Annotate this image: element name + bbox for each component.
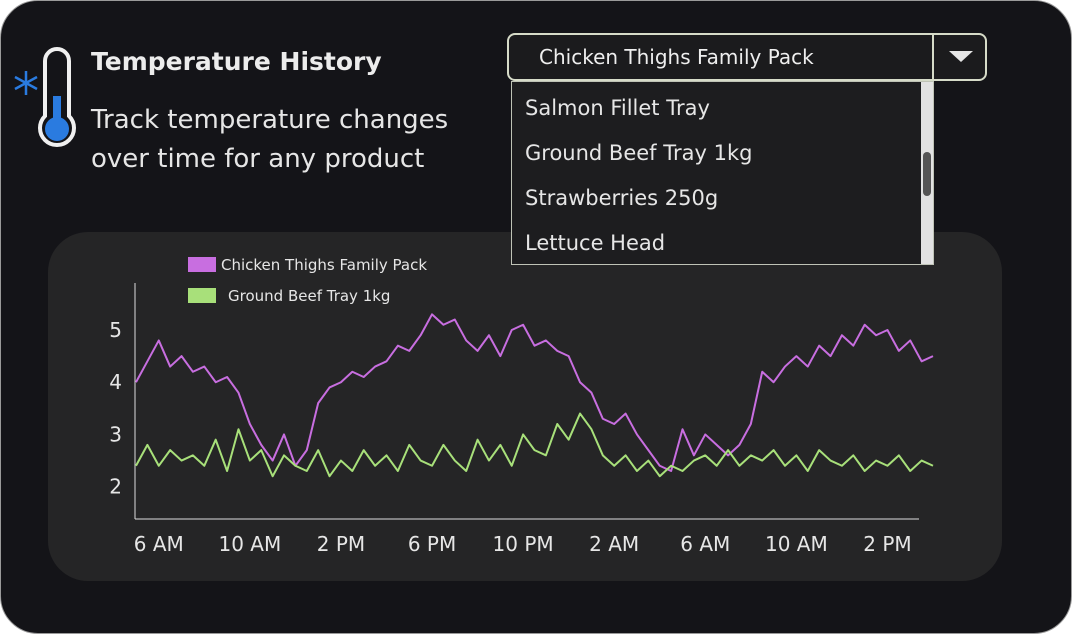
x-tick-label: 10 AM <box>218 532 281 556</box>
dropdown-option[interactable]: Strawberries 250g <box>525 186 719 210</box>
legend-label: Ground Beef Tray 1kg <box>228 287 390 305</box>
y-tick-label: 5 <box>109 318 122 342</box>
dropdown-arrow <box>949 51 973 62</box>
y-tick-label: 2 <box>109 475 122 499</box>
series-line <box>135 412 934 478</box>
x-tick-label: 10 AM <box>765 532 828 556</box>
dropdown-selected: Chicken Thighs Family Pack <box>539 45 814 69</box>
thermometer-icon <box>14 47 76 148</box>
y-tick-label: 4 <box>109 370 122 394</box>
product-dropdown[interactable]: Chicken Thighs Family Pack <box>507 33 987 81</box>
chart-panel <box>48 232 1002 581</box>
y-tick-label: 3 <box>109 422 122 446</box>
x-tick-label: 2 AM <box>589 532 639 556</box>
scrollbar[interactable] <box>921 82 933 264</box>
dropdown-separator <box>932 35 934 79</box>
legend-swatch <box>188 288 216 303</box>
dropdown-list: Salmon Fillet Tray Ground Beef Tray 1kg … <box>511 81 934 265</box>
x-tick-label: 10 PM <box>493 532 554 556</box>
dropdown-option[interactable]: Salmon Fillet Tray <box>525 96 710 120</box>
subtitle: Track temperature changes over time for … <box>91 105 449 174</box>
x-tick-label: 6 PM <box>408 532 456 556</box>
x-tick-label: 6 AM <box>680 532 730 556</box>
x-tick-label: 6 AM <box>134 532 184 556</box>
scroll-thumb[interactable] <box>923 152 931 196</box>
dropdown-option[interactable]: Lettuce Head <box>525 231 666 255</box>
series-line <box>135 313 934 472</box>
x-tick-label: 2 PM <box>317 532 365 556</box>
dropdown-option[interactable]: Ground Beef Tray 1kg <box>525 141 753 165</box>
legend-swatch <box>188 257 216 272</box>
x-tick-label: 2 PM <box>863 532 911 556</box>
legend-label: Chicken Thighs Family Pack <box>221 256 427 274</box>
title: Temperature History <box>91 47 382 76</box>
